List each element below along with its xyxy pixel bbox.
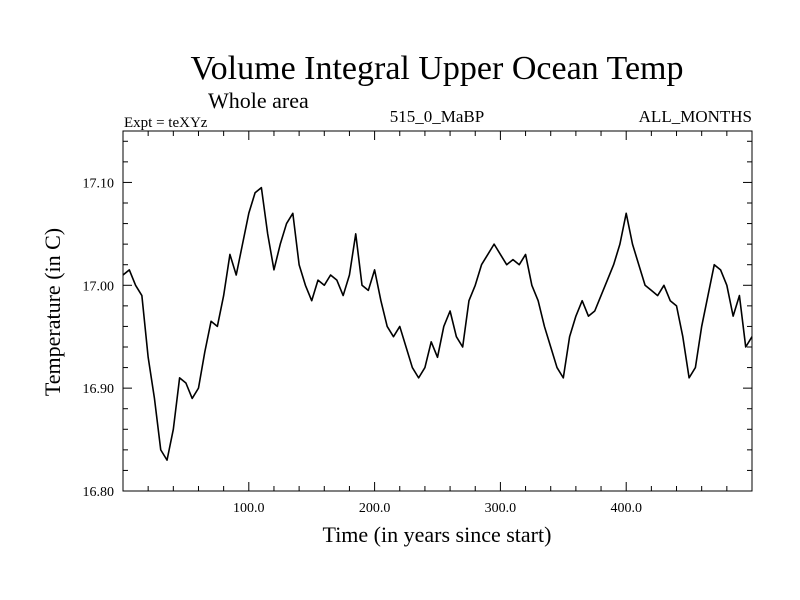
y-tick-label: 17.00 bbox=[83, 279, 115, 294]
chart-subtitle: Whole area bbox=[208, 88, 309, 113]
series-group bbox=[122, 186, 753, 461]
x-tick-label: 400.0 bbox=[610, 501, 642, 516]
x-axis-label: Time (in years since start) bbox=[323, 522, 552, 547]
header-center-label: 515_0_MaBP bbox=[390, 107, 484, 126]
x-tick-label: 200.0 bbox=[359, 501, 391, 516]
x-tick-label: 100.0 bbox=[233, 501, 265, 516]
chart-title: Volume Integral Upper Ocean Temp bbox=[191, 50, 684, 87]
axes bbox=[122, 130, 753, 492]
series-line bbox=[122, 186, 753, 461]
y-tick-label: 16.90 bbox=[83, 382, 115, 397]
x-tick-label: 300.0 bbox=[485, 501, 517, 516]
tick-labels: 100.0 200.0 300.0 400.0 16.80 16.90 17.00 17.10 bbox=[83, 176, 642, 516]
y-tick-label: 16.80 bbox=[83, 485, 115, 500]
y-axis-label: Temperature (in C) bbox=[40, 228, 65, 396]
header-left-label: Expt = teXYz bbox=[124, 115, 208, 131]
y-tick-label: 17.10 bbox=[83, 176, 115, 191]
plot-frame bbox=[122, 130, 753, 492]
header-right-label: ALL_MONTHS bbox=[639, 107, 752, 126]
tick-marks bbox=[122, 131, 753, 492]
